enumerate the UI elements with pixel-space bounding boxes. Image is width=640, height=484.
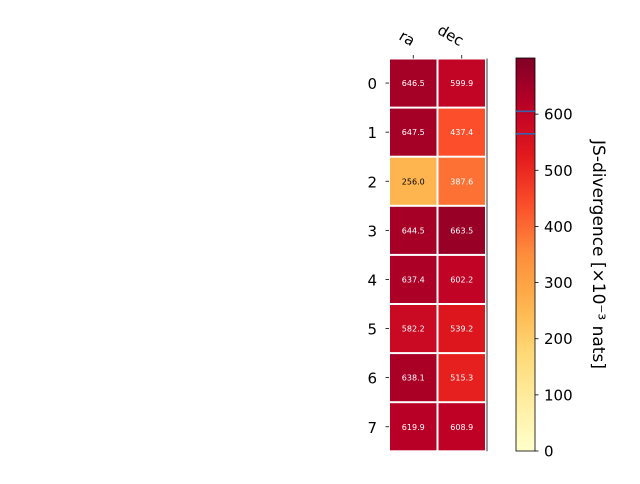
heatmap-cell xyxy=(438,354,485,402)
cell-value-label: 608.9 xyxy=(450,423,473,432)
cell-value-label: 663.5 xyxy=(450,226,473,235)
row-label: 5 xyxy=(367,321,377,339)
heatmap-cell xyxy=(390,305,437,353)
column-label: dec xyxy=(434,21,466,50)
colorbar-tick-label: 400 xyxy=(544,218,573,236)
colorbar: 0 100 200 300 400 500 600 JS-divergence [×10⁻³ … xyxy=(515,57,608,461)
colorbar-tick-label: 100 xyxy=(544,386,573,404)
heatmap-cell xyxy=(390,403,437,451)
heatmap-cell xyxy=(390,354,437,402)
row-label: 3 xyxy=(367,222,377,240)
row-label: 4 xyxy=(367,271,377,289)
heatmap-cell xyxy=(438,305,485,353)
heatmap-cell xyxy=(390,59,437,107)
row-label: 7 xyxy=(367,419,377,437)
colorbar-label: JS-divergence [×10⁻³ nats] xyxy=(588,139,608,369)
cell-value-label: 256.0 xyxy=(402,177,425,186)
heatmap-cell xyxy=(390,108,437,156)
colorbar-tick-label: 200 xyxy=(544,330,573,348)
colorbar-tick-label: 300 xyxy=(544,274,573,292)
heatmap-cell xyxy=(438,206,485,254)
row-label: 6 xyxy=(367,370,377,388)
heatmap-cells: 646.5 599.9 647.5 437.4 256.0 387.6 644.5 663.5… xyxy=(390,58,488,452)
cell-value-label: 602.2 xyxy=(450,275,473,284)
colorbar-tick-label: 500 xyxy=(544,162,573,180)
cell-value-label: 582.2 xyxy=(402,325,425,334)
row-label: 1 xyxy=(367,124,377,142)
column-label: ra xyxy=(396,27,418,50)
heatmap-cell xyxy=(390,255,437,303)
heatmap-cell xyxy=(390,157,437,205)
cell-value-label: 644.5 xyxy=(402,226,425,235)
row-label: 0 xyxy=(367,75,377,93)
cell-value-label: 387.6 xyxy=(450,177,473,186)
cell-value-label: 539.2 xyxy=(450,325,473,334)
cell-value-label: 646.5 xyxy=(402,79,425,88)
heatmap-cell xyxy=(438,108,485,156)
heatmap-cell xyxy=(438,157,485,205)
heatmap-cell xyxy=(438,403,485,451)
cell-value-label: 637.4 xyxy=(402,275,425,284)
heatmap-cell xyxy=(438,255,485,303)
heatmap-cell xyxy=(438,59,485,107)
cell-value-label: 599.9 xyxy=(450,79,473,88)
cell-value-label: 619.9 xyxy=(402,423,425,432)
column-labels: ra dec xyxy=(396,21,467,59)
cell-value-label: 647.5 xyxy=(402,128,425,137)
colorbar-tick-label: 0 xyxy=(544,443,554,461)
heatmap-cell xyxy=(390,206,437,254)
cell-value-label: 638.1 xyxy=(402,374,425,383)
colorbar-gradient xyxy=(515,57,536,452)
colorbar-tick-label: 600 xyxy=(544,106,573,124)
row-labels: 0 1 2 3 4 5 6 7 xyxy=(367,75,389,437)
row-label: 2 xyxy=(367,173,377,191)
cell-value-label: 437.4 xyxy=(450,128,473,137)
cell-value-label: 515.3 xyxy=(450,374,473,383)
